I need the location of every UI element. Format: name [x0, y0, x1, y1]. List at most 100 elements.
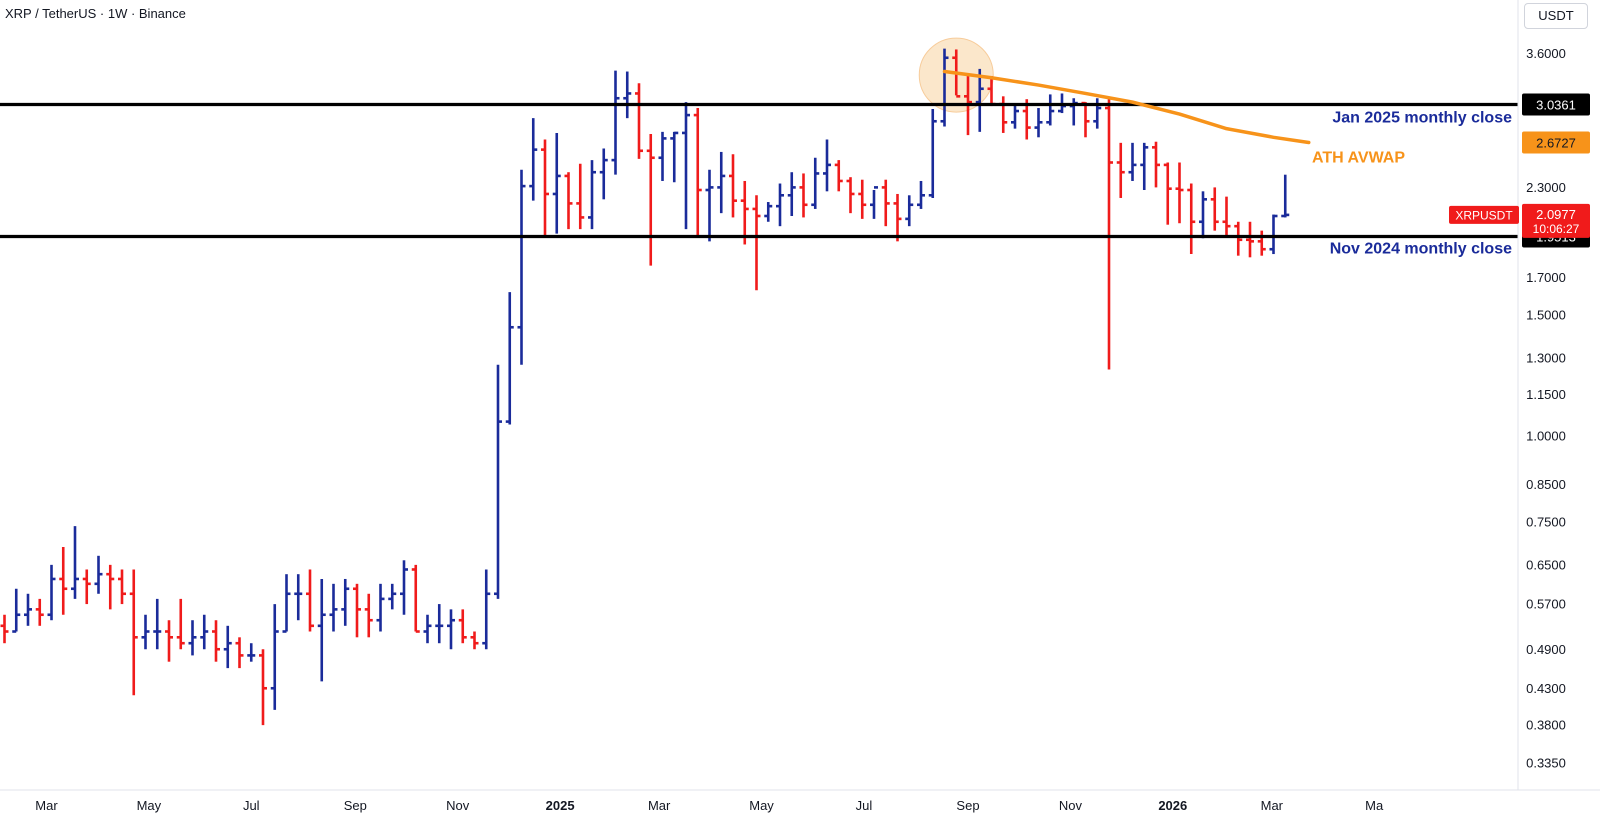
ohlc-bar — [141, 614, 150, 650]
currency-unit-button[interactable]: USDT — [1524, 3, 1588, 29]
ohlc-bar — [635, 83, 643, 159]
ohlc-bar — [1081, 101, 1090, 138]
level-price-tag: 3.0361 — [1522, 93, 1590, 116]
y-tick-label: 2.3000 — [1526, 180, 1566, 195]
ohlc-bar — [129, 569, 138, 696]
ohlc-bar — [646, 134, 655, 266]
ohlc-bar — [470, 631, 479, 650]
time-axis[interactable]: Mar May Jul Sep Nov 2025 Mar May Jul Sep Nov 2026 Ma… — [35, 798, 1384, 813]
ohlc-bar — [881, 179, 890, 227]
ohlc-bar — [235, 637, 244, 669]
nov-2024-close-label: Nov 2024 monthly close — [1330, 241, 1512, 258]
x-tick-label: 2026 — [1158, 798, 1187, 813]
ohlc-bar — [917, 180, 925, 209]
x-tick-label: Mar — [648, 798, 671, 813]
ohlc-bar — [294, 574, 303, 621]
ohlc-bar — [482, 569, 491, 650]
ohlc-bar — [82, 569, 91, 605]
ohlc-bar — [35, 598, 44, 626]
ohlc-bar — [1152, 141, 1160, 188]
bars-layer — [0, 37, 1290, 726]
ohlc-bar — [1222, 196, 1231, 236]
y-tick-label: 1.3000 — [1526, 350, 1566, 365]
ohlc-bar — [858, 179, 867, 219]
ohlc-bar — [682, 102, 690, 230]
ohlc-bar — [975, 68, 984, 132]
x-tick-label: Sep — [344, 798, 367, 813]
level-price-tag-bg — [1522, 93, 1590, 116]
ohlc-bar — [693, 108, 702, 236]
ohlc-bar — [447, 609, 455, 650]
ohlc-bar — [1246, 221, 1254, 258]
ohlc-bar — [529, 118, 538, 201]
symbol-tag-bg — [1449, 205, 1519, 224]
last-price-tag-bg — [1522, 203, 1590, 238]
ohlc-bar — [1234, 221, 1243, 256]
level-price-tag-text: 3.0361 — [1536, 97, 1576, 112]
ohlc-bar — [494, 364, 502, 599]
ohlc-bar — [552, 132, 561, 234]
ohlc-bar — [717, 151, 726, 214]
x-tick-label: Nov — [1059, 798, 1083, 813]
y-tick-label: 1.5000 — [1526, 308, 1566, 323]
ohlc-bar — [1105, 99, 1113, 370]
ohlc-bar — [1093, 98, 1102, 129]
ohlc-bar — [282, 574, 291, 633]
ohlc-bar — [834, 160, 843, 192]
ohlc-bar — [247, 643, 256, 662]
x-tick-label: 2025 — [546, 798, 575, 813]
y-tick-label: 1.1500 — [1526, 387, 1566, 402]
ohlc-bar — [118, 569, 126, 605]
ohlc-bar — [623, 71, 632, 119]
ohlc-bar — [799, 173, 808, 218]
ohlc-bar — [1257, 230, 1266, 256]
ohlc-bar — [1069, 98, 1078, 126]
ohlc-bar — [611, 70, 620, 175]
ohlc-bar — [106, 564, 115, 610]
ohlc-bar — [329, 583, 338, 632]
ohlc-bar — [1210, 187, 1219, 231]
ohlc-bar — [388, 583, 397, 610]
ohlc-bar — [317, 578, 326, 682]
ohlc-bar — [400, 560, 408, 615]
ohlc-bar — [811, 157, 820, 209]
x-tick-label: Jul — [856, 798, 873, 813]
ohlc-bar — [729, 154, 737, 218]
ohlc-bar — [188, 620, 197, 656]
x-tick-label: Mar — [35, 798, 58, 813]
ohlc-bar — [576, 163, 585, 230]
chart-title: XRP / TetherUS · 1W · Binance — [5, 6, 186, 21]
ohlc-bar — [764, 202, 773, 222]
ohlc-bar — [670, 131, 679, 183]
ohlc-bar — [1281, 174, 1290, 218]
jan-2025-close-label: Jan 2025 monthly close — [1332, 109, 1512, 126]
ohlc-bar — [1163, 162, 1172, 225]
x-tick-label: Nov — [446, 798, 470, 813]
ohlc-bar — [153, 598, 162, 650]
avwap-price-tag-bg — [1522, 131, 1590, 154]
ohlc-bar — [1175, 162, 1184, 224]
ohlc-bar — [870, 186, 878, 219]
ohlc-bar — [940, 48, 949, 127]
ohlc-bar — [435, 604, 444, 644]
ohlc-bar — [223, 625, 232, 669]
ohlc-bar — [893, 193, 902, 242]
ohlc-bar — [165, 620, 173, 662]
ohlc-bar — [1128, 142, 1137, 181]
ohlc-bar — [176, 598, 185, 650]
price-axis[interactable]: 4.20003.60002.30001.70001.50001.30001.15… — [1526, 0, 1566, 770]
ohlc-bar — [24, 593, 32, 626]
y-tick-label: 0.5700 — [1526, 597, 1566, 612]
ohlc-bar — [0, 614, 9, 644]
avwap-label: ATH AVWAP — [1312, 150, 1405, 167]
symbol-tag: XRPUSDT — [1449, 205, 1519, 224]
ohlc-bar — [200, 614, 209, 650]
ohlc-bar — [846, 177, 855, 214]
bar-countdown: 10:06:27 — [1533, 222, 1580, 236]
ohlc-bar — [59, 547, 68, 615]
ohlc-bar — [505, 292, 514, 425]
ohlc-bar — [1140, 142, 1149, 191]
ohlc-bar — [306, 569, 314, 632]
symbol-tag-text: XRPUSDT — [1455, 208, 1513, 222]
